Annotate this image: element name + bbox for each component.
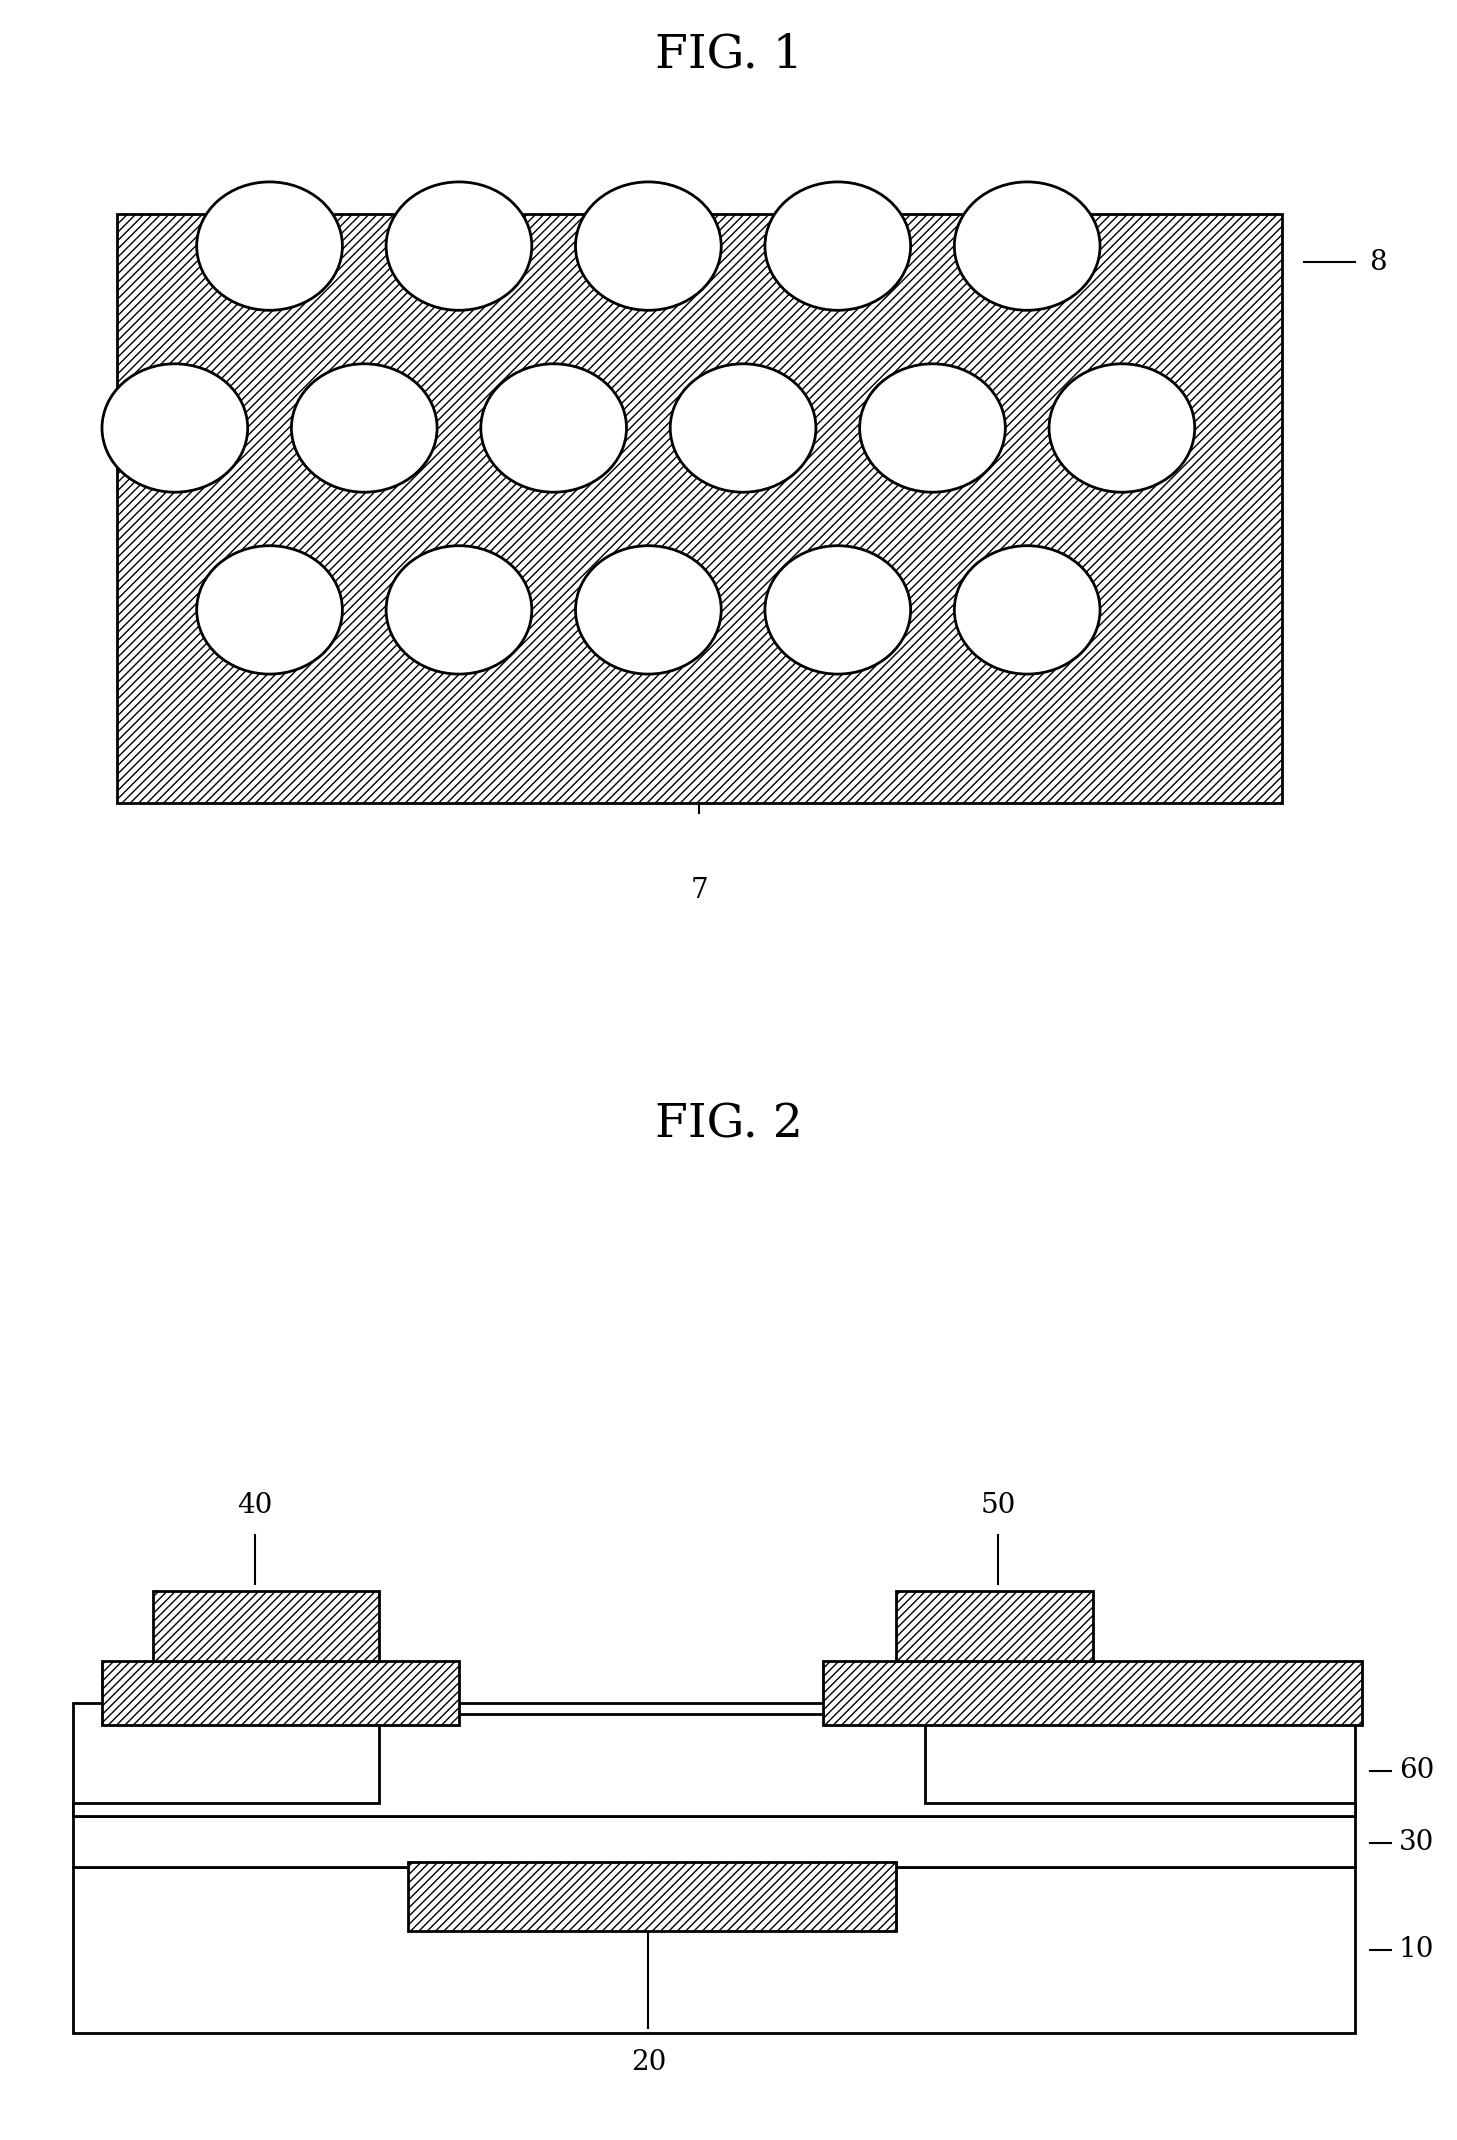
Text: 50: 50 xyxy=(981,1492,1016,1519)
Ellipse shape xyxy=(386,546,532,674)
Ellipse shape xyxy=(197,546,342,674)
Text: 20: 20 xyxy=(631,2050,666,2076)
Ellipse shape xyxy=(1049,364,1195,492)
FancyBboxPatch shape xyxy=(73,1866,1355,2033)
Ellipse shape xyxy=(102,364,248,492)
Text: 60: 60 xyxy=(1399,1757,1434,1785)
Text: 10: 10 xyxy=(1399,1937,1434,1962)
Ellipse shape xyxy=(954,546,1100,674)
Ellipse shape xyxy=(386,182,532,310)
Text: FIG. 1: FIG. 1 xyxy=(654,32,803,77)
Ellipse shape xyxy=(954,182,1100,310)
FancyBboxPatch shape xyxy=(73,1703,1355,1815)
Text: 40: 40 xyxy=(237,1492,272,1519)
Ellipse shape xyxy=(670,364,816,492)
Text: 30: 30 xyxy=(1399,1830,1434,1855)
Ellipse shape xyxy=(576,182,721,310)
Polygon shape xyxy=(73,1714,1355,1815)
FancyBboxPatch shape xyxy=(117,214,1282,802)
Ellipse shape xyxy=(481,364,627,492)
Text: FIG. 2: FIG. 2 xyxy=(654,1102,803,1147)
FancyBboxPatch shape xyxy=(408,1862,896,1930)
FancyBboxPatch shape xyxy=(896,1592,1093,1661)
Ellipse shape xyxy=(291,364,437,492)
FancyBboxPatch shape xyxy=(823,1661,1362,1725)
Ellipse shape xyxy=(765,546,911,674)
Ellipse shape xyxy=(860,364,1005,492)
FancyBboxPatch shape xyxy=(73,1815,1355,1866)
FancyBboxPatch shape xyxy=(153,1592,379,1661)
FancyBboxPatch shape xyxy=(102,1661,459,1725)
Ellipse shape xyxy=(765,182,911,310)
Text: 8: 8 xyxy=(1370,248,1387,276)
Ellipse shape xyxy=(197,182,342,310)
Ellipse shape xyxy=(576,546,721,674)
Text: 7: 7 xyxy=(691,877,708,905)
